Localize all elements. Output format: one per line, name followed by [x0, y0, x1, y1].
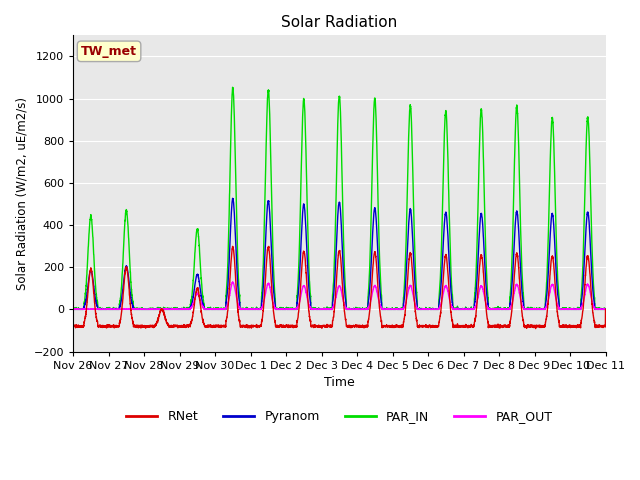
- Title: Solar Radiation: Solar Radiation: [281, 15, 397, 30]
- Legend: RNet, Pyranom, PAR_IN, PAR_OUT: RNet, Pyranom, PAR_IN, PAR_OUT: [121, 405, 557, 428]
- X-axis label: Time: Time: [324, 376, 355, 389]
- Y-axis label: Solar Radiation (W/m2, uE/m2/s): Solar Radiation (W/m2, uE/m2/s): [15, 97, 28, 290]
- Text: TW_met: TW_met: [81, 45, 137, 58]
